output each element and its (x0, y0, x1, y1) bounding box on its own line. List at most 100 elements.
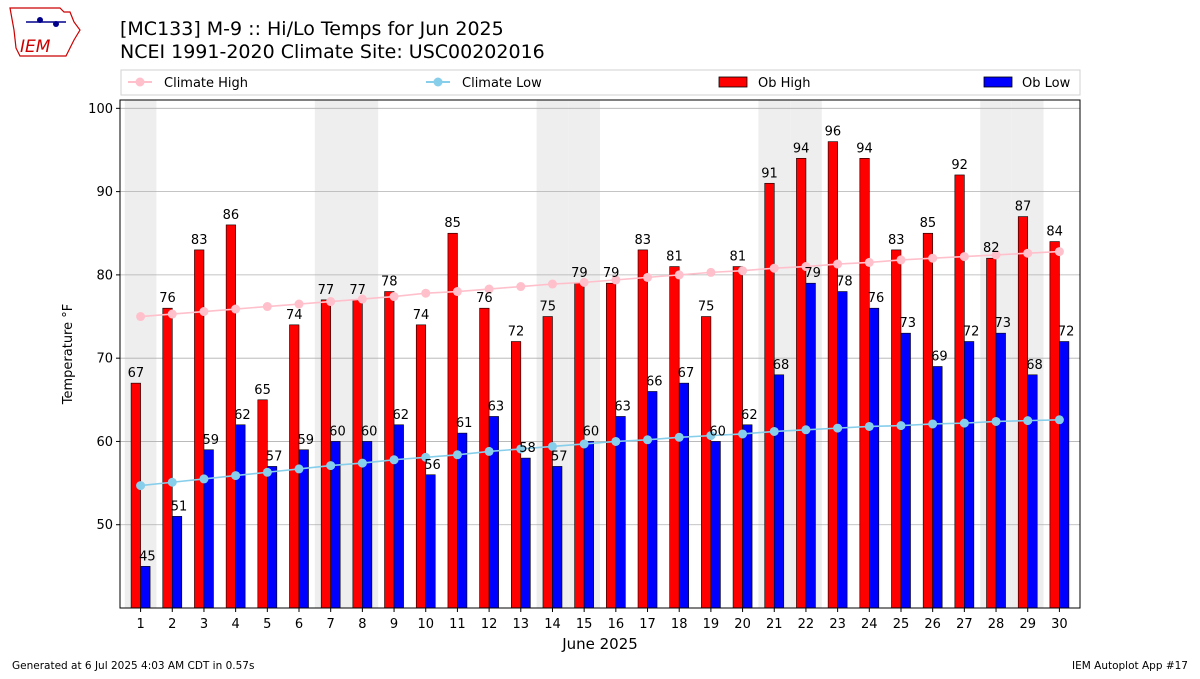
x-tick-label-23: 23 (829, 617, 846, 632)
bar-ob-low-13 (520, 457, 531, 609)
climate-low-point-7 (326, 461, 336, 471)
climate-low-point-26 (928, 419, 938, 429)
x-tick-label-30: 30 (1051, 617, 1068, 632)
climate-low-point-2 (167, 477, 177, 487)
label-ob-high-22: 94 (793, 141, 810, 156)
bar-ob-low-17 (647, 391, 658, 609)
label-ob-high-3: 83 (191, 233, 208, 248)
chart-subtitle: NCEI 1991-2020 Climate Site: USC00202016 (120, 41, 545, 63)
x-tick-label-6: 6 (295, 617, 303, 632)
climate-lines (136, 247, 1064, 491)
label-ob-low-3: 59 (202, 433, 219, 448)
x-tick-label-12: 12 (481, 617, 498, 632)
x-tick-label-28: 28 (988, 617, 1005, 632)
bar-ob-low-12 (488, 416, 499, 609)
x-tick-label-21: 21 (766, 617, 783, 632)
bar-ob-high-1 (130, 382, 141, 609)
bar-ob-high-7 (320, 299, 331, 609)
footer-app: IEM Autoplot App #17 (1072, 660, 1188, 672)
label-ob-low-1: 45 (139, 549, 156, 564)
bar-ob-low-18 (678, 382, 690, 609)
climate-high-point-16 (611, 275, 621, 285)
climate-high-point-23 (833, 259, 843, 269)
label-ob-low-13: 58 (519, 441, 536, 456)
chart-title: [MC133] M-9 :: Hi/Lo Temps for Jun 2025 (120, 18, 504, 40)
bars (130, 141, 1070, 609)
bar-ob-low-26 (932, 366, 943, 609)
climate-high-point-21 (769, 263, 779, 273)
label-ob-high-2: 76 (159, 291, 176, 306)
label-ob-low-15: 60 (583, 424, 600, 439)
climate-high-point-28 (991, 250, 1001, 260)
logo-text: IEM (20, 37, 51, 57)
label-ob-low-25: 73 (899, 316, 916, 331)
label-ob-low-19: 60 (709, 424, 726, 439)
label-ob-high-12: 76 (476, 291, 493, 306)
label-ob-high-19: 75 (698, 300, 715, 315)
label-ob-high-6: 74 (286, 308, 303, 323)
climate-high-point-22 (801, 262, 811, 272)
climate-high-point-26 (928, 253, 938, 263)
label-ob-low-17: 66 (646, 374, 663, 389)
bar-ob-low-6 (298, 449, 309, 609)
bar-ob-high-9 (384, 291, 395, 609)
label-ob-high-30: 84 (1046, 225, 1063, 240)
bar-ob-low-4 (235, 424, 246, 609)
bar-ob-high-13 (510, 341, 522, 609)
label-ob-low-22: 79 (804, 266, 821, 281)
climate-high-point-4 (231, 304, 241, 314)
label-ob-low-21: 68 (773, 358, 790, 373)
x-tick-label-17: 17 (639, 617, 656, 632)
label-ob-high-23: 96 (825, 125, 842, 140)
legend-climate-low-label: Climate Low (462, 76, 542, 91)
climate-high-point-15 (579, 277, 589, 287)
climate-low-point-24 (864, 421, 874, 431)
label-ob-high-7: 77 (318, 283, 335, 298)
bar-ob-low-25 (900, 332, 911, 609)
y-tick-label-50: 50 (96, 518, 113, 533)
climate-low-point-20 (738, 429, 748, 439)
climate-low-point-19 (706, 431, 716, 441)
bar-ob-high-24 (859, 157, 870, 609)
climate-low-point-15 (579, 439, 589, 449)
footer-generated: Generated at 6 Jul 2025 4:03 AM CDT in 0… (12, 660, 254, 672)
bar-ob-high-27 (954, 174, 965, 609)
climate-low-point-11 (452, 450, 462, 460)
x-tick-label-7: 7 (327, 617, 335, 632)
climate-low-point-17 (643, 435, 653, 445)
legend: Climate High Climate Low Ob High Ob Low (120, 69, 1081, 96)
climate-low-point-23 (833, 423, 843, 433)
x-tick-label-14: 14 (544, 617, 561, 632)
climate-high-point-7 (326, 297, 336, 307)
bar-ob-low-2 (171, 516, 183, 609)
label-ob-high-11: 85 (444, 216, 461, 231)
climate-low-point-18 (674, 432, 684, 442)
bar-ob-low-29 (1027, 374, 1038, 609)
y-axis-label: Temperature °F (61, 304, 76, 405)
bar-ob-high-12 (479, 307, 490, 609)
label-ob-low-30: 72 (1058, 325, 1075, 340)
bar-ob-low-3 (203, 449, 214, 609)
y-tick-label-80: 80 (96, 268, 113, 283)
bar-ob-high-5 (257, 399, 268, 609)
x-tick-label-11: 11 (449, 617, 466, 632)
climate-low-point-4 (231, 471, 241, 481)
x-tick-label-1: 1 (136, 617, 144, 632)
label-ob-high-25: 83 (888, 233, 905, 248)
climate-high-point-14 (547, 279, 557, 289)
y-tick-label-100: 100 (88, 102, 113, 117)
climate-low-point-29 (1023, 416, 1033, 426)
label-ob-low-20: 62 (741, 408, 758, 423)
bar-ob-low-23 (837, 291, 848, 609)
climate-high-point-11 (452, 287, 462, 297)
x-tick-label-29: 29 (1019, 617, 1036, 632)
x-tick-label-18: 18 (671, 617, 688, 632)
x-tick-label-10: 10 (417, 617, 434, 632)
x-tick-label-26: 26 (924, 617, 941, 632)
climate-low-point-1 (136, 481, 146, 491)
label-ob-high-24: 94 (856, 141, 873, 156)
climate-high-point-3 (199, 307, 209, 317)
climate-low-point-8 (357, 458, 367, 468)
bar-ob-low-20 (742, 424, 753, 609)
bar-ob-high-22 (796, 157, 807, 609)
